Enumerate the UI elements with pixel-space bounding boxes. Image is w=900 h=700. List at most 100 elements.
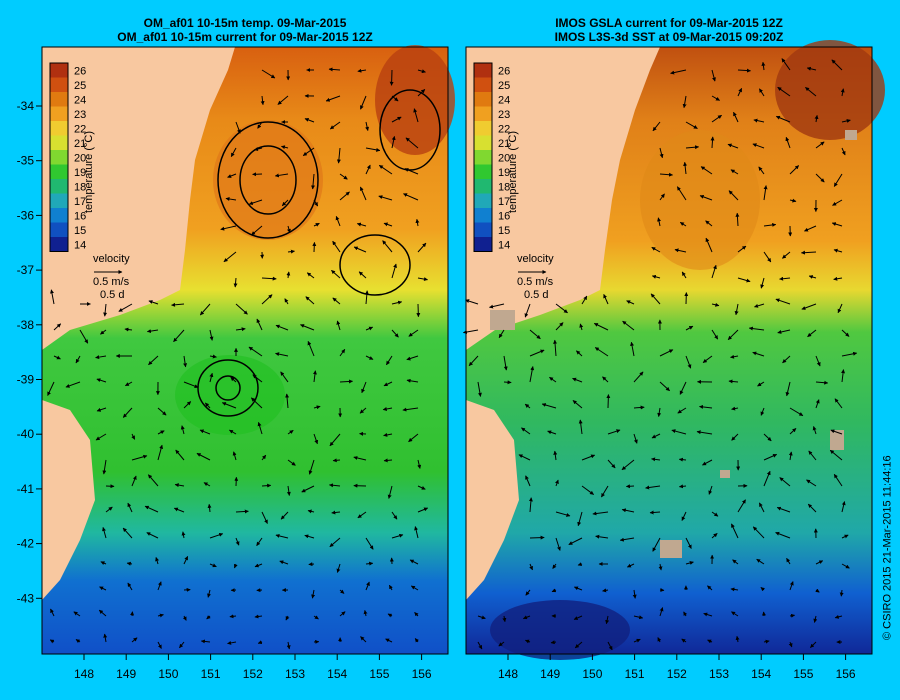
velocity-arrow [287,249,295,254]
velocity-arrow [285,393,290,409]
velocity-arrow [209,372,214,383]
velocity-arrow [731,406,739,411]
velocity-arrow [339,611,346,617]
velocity-arrow [125,381,133,387]
colorbar-swatch [50,150,68,165]
colorbar-tick-label: 15 [498,225,510,237]
left-colorbar: 26 25 24 23 22 21 20 19 18 17 16 15 14 [49,62,86,252]
velocity-arrow [700,166,713,175]
velocity-arrow [183,401,192,409]
x-tick-label: 148 [498,667,518,681]
velocity-arrow [619,537,635,542]
colorbar-swatch [474,121,492,136]
velocity-arrow [171,302,185,307]
velocity-arrow [287,459,296,466]
velocity-arrow [671,429,687,435]
colorbar-tick-label: 23 [498,109,510,121]
right-cold-patch-sw [490,600,630,660]
velocity-arrow [274,173,289,178]
velocity-arrow [681,271,687,279]
velocity-arrow [735,635,740,643]
velocity-arrow [834,614,843,619]
velocity-arrow [307,340,315,357]
colorbar-swatch [50,135,68,150]
velocity-arrow [633,371,644,383]
x-tick-label: 156 [836,667,856,681]
x-tick-label: 156 [412,667,432,681]
velocity-arrow [417,89,426,97]
velocity-arrow [331,269,341,279]
velocity-arrow [391,263,397,279]
velocity-arrow [311,589,316,599]
y-tick-label: -36 [17,208,35,222]
velocity-arrow [406,355,419,361]
velocity-arrow [257,121,263,129]
velocity-arrow [812,426,817,435]
velocity-arrow [73,611,81,617]
velocity-arrow [555,537,561,551]
velocity-arrow [760,407,765,416]
velocity-arrow [711,329,719,340]
velocity-arrow [257,640,263,645]
right-velocity-speed: 0.5 m/s [517,276,554,288]
velocity-arrow [815,588,820,593]
velocity-arrow [304,534,315,539]
velocity-arrow [332,297,341,305]
velocity-arrow [529,329,541,340]
velocity-arrow [353,456,367,461]
velocity-arrow [254,563,263,568]
y-tick-label: -43 [17,591,35,605]
velocity-arrow [235,327,246,332]
velocity-arrow [105,506,113,513]
velocity-arrow [385,638,393,643]
velocity-arrow [391,95,399,102]
velocity-arrow [789,198,797,203]
velocity-arrow [230,376,237,383]
velocity-arrow [353,246,367,253]
velocity-arrow [728,379,739,384]
velocity-arrow [313,199,319,207]
velocity-arrow [788,451,793,461]
y-tick-label: -38 [17,318,35,332]
velocity-arrow [652,537,661,552]
velocity-arrow [841,147,846,156]
colorbar-tick-label: 20 [74,152,86,164]
velocity-arrow [758,88,765,97]
colorbar-tick-label: 19 [498,167,510,179]
velocity-arrow [260,95,265,106]
velocity-arrow [841,534,849,539]
velocity-arrow [577,511,583,527]
right-velocity-duration: 0.5 d [524,289,548,301]
velocity-arrow [235,303,248,315]
velocity-arrow [146,329,159,334]
colorbar-tick-label: 26 [498,65,510,77]
velocity-arrow [122,527,133,539]
velocity-arrow [280,511,289,520]
velocity-arrow [179,641,185,649]
velocity-arrow [574,641,583,649]
velocity-arrow [524,403,531,409]
velocity-arrow [261,69,276,79]
x-tick-label: 152 [667,667,687,681]
velocity-arrow [391,116,402,123]
velocity-arrow [174,483,185,488]
velocity-arrow [756,558,765,565]
x-tick-label: 153 [709,667,729,681]
right-velocity-label: velocity [517,253,554,265]
velocity-arrow [682,95,687,109]
velocity-arrow [711,302,720,307]
velocity-arrow [335,215,341,227]
velocity-arrow [157,613,164,618]
velocity-arrow [685,325,694,331]
velocity-arrow [837,303,843,314]
velocity-arrow [779,276,791,281]
left-colorbar-label: temperature (°C) [83,131,95,213]
right-map-panel: 26 25 24 23 22 21 20 19 18 17 16 15 14 temperature (… [462,40,885,681]
velocity-arrow [763,185,768,201]
velocity-arrow [200,639,211,644]
velocity-arrow [225,197,237,201]
velocity-arrow [553,339,558,357]
velocity-arrow [760,587,765,592]
velocity-arrow [310,173,315,190]
